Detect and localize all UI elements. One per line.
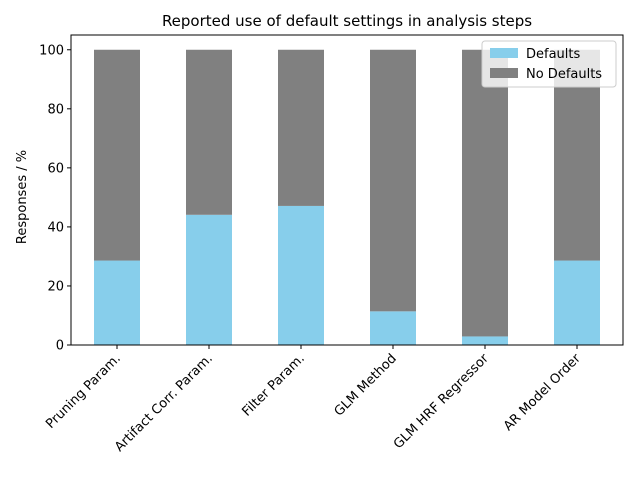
legend: Defaults No Defaults	[481, 40, 617, 88]
legend-swatch	[490, 68, 518, 78]
legend-swatch	[490, 48, 518, 58]
legend-label: Defaults	[526, 47, 580, 62]
bar-no-defaults-2	[278, 49, 324, 206]
x-tick-label: GLM Method	[332, 351, 400, 419]
bar-no-defaults-1	[186, 49, 232, 215]
bar-defaults-4	[462, 336, 508, 345]
x-tick-label: Artifact Corr. Param.	[112, 351, 216, 455]
y-tick-label: 20	[47, 279, 64, 294]
y-tick-label: 60	[47, 161, 64, 176]
x-axis-ticks: Pruning Param.Artifact Corr. Param. Filte…	[43, 345, 584, 455]
x-tick-label: AR Model Order	[501, 351, 584, 434]
y-axis-label: Responses / %	[15, 150, 30, 244]
y-axis-ticks: 0 20 40 60 80 100	[39, 43, 71, 354]
x-tick-label: Pruning Param.	[43, 351, 124, 432]
y-tick-label: 0	[56, 339, 64, 354]
legend-label: No Defaults	[526, 67, 602, 82]
bar-defaults-3	[370, 311, 416, 345]
bar-defaults-0	[94, 260, 140, 345]
y-tick-label: 80	[47, 102, 64, 117]
x-tick-label: GLM HRF Regressor	[391, 351, 492, 452]
bar-no-defaults-0	[94, 49, 140, 261]
bar-no-defaults-4	[462, 49, 508, 337]
x-tick-label: Filter Param.	[239, 351, 307, 419]
plot-frame	[70, 34, 624, 346]
bars	[94, 49, 600, 345]
y-tick-label: 40	[47, 220, 64, 235]
bar-defaults-1	[186, 214, 232, 345]
bar-no-defaults-3	[370, 49, 416, 312]
bar-defaults-5	[554, 260, 600, 345]
y-tick-label: 100	[39, 43, 64, 58]
bar-defaults-2	[278, 205, 324, 345]
chart-title: Reported use of default settings in anal…	[162, 12, 532, 30]
